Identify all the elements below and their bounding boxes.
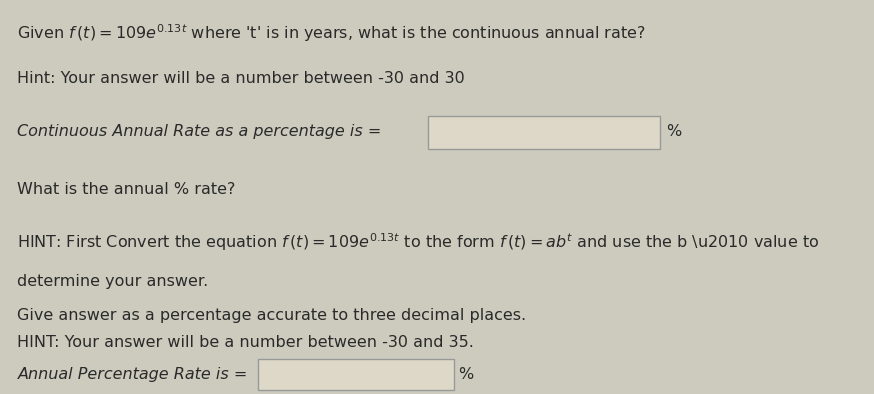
Text: Hint: Your answer will be a number between ‐30 and 30: Hint: Your answer will be a number betwe… (17, 71, 465, 86)
Text: Continuous Annual Rate as a percentage is =: Continuous Annual Rate as a percentage i… (17, 125, 382, 139)
Text: Annual Percentage Rate is =: Annual Percentage Rate is = (17, 367, 247, 382)
Text: %: % (666, 125, 681, 139)
Text: HINT: Your answer will be a number between ‐30 and 35.: HINT: Your answer will be a number betwe… (17, 335, 475, 350)
Text: HINT: First Convert the equation $f\,(t) = 109e^{0.13t}$ to the form $f\,(t) = a: HINT: First Convert the equation $f\,(t)… (17, 231, 820, 253)
Text: %: % (458, 367, 473, 382)
FancyBboxPatch shape (428, 116, 660, 149)
Text: Given $f\,(t) = 109e^{0.13t}$ where 't' is in years, what is the continuous annu: Given $f\,(t) = 109e^{0.13t}$ where 't' … (17, 22, 646, 45)
Text: Give answer as a percentage accurate to three decimal places.: Give answer as a percentage accurate to … (17, 308, 527, 323)
FancyBboxPatch shape (258, 359, 454, 390)
Text: What is the annual % rate?: What is the annual % rate? (17, 182, 236, 197)
Text: determine your answer.: determine your answer. (17, 274, 209, 289)
